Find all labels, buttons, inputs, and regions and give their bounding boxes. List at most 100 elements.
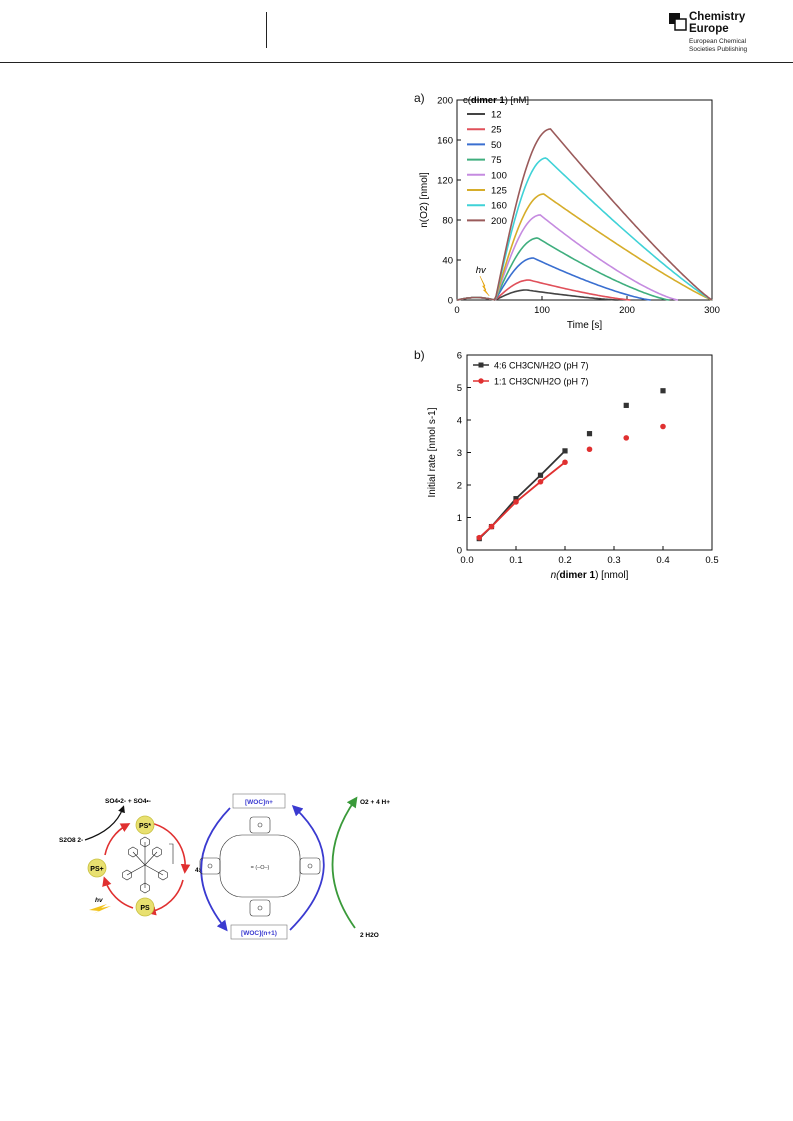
woc-bottom-label: [WOC](n+1) [241, 930, 277, 937]
lightning-icon [89, 904, 111, 914]
lightning-icon [479, 275, 490, 297]
data-point [562, 448, 568, 454]
bond [144, 851, 158, 866]
header-rule [0, 62, 793, 63]
ru-center [307, 863, 313, 869]
series-line [456, 214, 679, 301]
legend-title: c(dimer 1) [nM] [463, 95, 529, 106]
data-point [586, 446, 593, 453]
legend-entry: 4:6 CH3CN/H2O (pH 7) [494, 361, 589, 371]
ps-star-node-label: PS* [139, 823, 151, 830]
x-axis-label: n(dimer 1) [nmol] [551, 570, 629, 581]
logo-subtitle-line2: Societies Publishing [689, 46, 748, 53]
y-tick-label: 4 [457, 416, 462, 427]
ps-node [135, 897, 155, 917]
legend-entry: 50 [491, 140, 502, 151]
x-tick-label: 100 [534, 305, 550, 316]
y-tick-label: 6 [457, 351, 462, 362]
persulfate-arrow [84, 805, 125, 841]
red-arrow-bottom [102, 876, 134, 909]
y-tick-label: 40 [442, 256, 453, 267]
data-point [562, 459, 568, 466]
logo-line1: Chemistry [689, 11, 746, 23]
series-line [456, 237, 670, 301]
x-tick-label: 0.0 [460, 555, 473, 566]
logo-line2: Europe [689, 23, 729, 35]
data-point [513, 499, 519, 505]
woc-top-label: [WOC]n+ [245, 799, 273, 806]
data-point [537, 472, 544, 478]
y-tick-label: 2 [457, 481, 462, 492]
x-tick-label: 0.5 [705, 555, 718, 566]
data-point [623, 402, 629, 408]
blue-arrow-right [289, 805, 325, 931]
y-tick-label: 160 [437, 136, 453, 147]
y-axis-label: Initial rate [nmol s-1] [427, 407, 438, 497]
ru-unit [199, 857, 221, 875]
header-divider [266, 12, 267, 48]
legend-entry: 200 [491, 216, 507, 227]
y-tick-label: 120 [437, 176, 453, 187]
hv-annotation: hv [476, 265, 487, 276]
data-point [660, 388, 666, 394]
data-point [476, 534, 483, 541]
data-point [537, 478, 544, 485]
green-arrow [331, 796, 358, 929]
data-point [660, 423, 666, 430]
data-point [488, 523, 495, 530]
legend-entry: 100 [491, 170, 507, 181]
ru-center [257, 905, 263, 911]
legend-entry: 12 [491, 110, 502, 121]
legend-marker [478, 362, 484, 368]
ring [140, 882, 150, 894]
series-line [456, 193, 713, 301]
ps-star-node [135, 815, 155, 835]
woc-top-box [232, 793, 286, 809]
times-four-label: 4x [195, 867, 203, 874]
ring [152, 846, 162, 858]
bond [126, 864, 146, 876]
panel-label-a: a) [414, 91, 425, 105]
x-tick-label: 0.4 [656, 555, 669, 566]
water-label: 2 H2O [360, 932, 379, 939]
y-tick-label: 3 [457, 448, 462, 459]
catalytic-cycle-scheme: PS* PS+ PS SO4•2- + SO4•- S2O8 2- hv 4x [WOC]n+… [59, 793, 390, 940]
legend-entry: 1:1 CH3CN/H2O (pH 7) [494, 377, 589, 387]
persulfate-label: S2O8 2- [59, 837, 83, 844]
woc-bottom-box [230, 924, 288, 940]
ru-complex-icon [122, 836, 174, 894]
red-arrow-left [104, 823, 131, 856]
panel-label-b: b) [414, 348, 425, 362]
x-axis-label: Time [s] [567, 320, 602, 331]
logo-subtitle: European Chemical Societies Publishing [689, 38, 779, 54]
initial-rate-chart: b) 0.0 0.1 0.2 0.3 0.4 0.5 0 1 2 3 4 5 6 n(dimer 1) [n… [414, 348, 719, 581]
x-tick-label: 0.3 [607, 555, 620, 566]
legend-entry: 160 [491, 201, 507, 212]
series-line [456, 128, 713, 301]
linker-label: = (‒O‒) [251, 865, 270, 871]
bond [132, 851, 146, 866]
y-tick-label: 5 [457, 383, 462, 394]
ru-center [257, 822, 263, 828]
y-tick-label: 0 [448, 296, 453, 307]
ru-unit [249, 899, 271, 917]
plot-frame [456, 99, 713, 301]
x-tick-label: 0 [454, 305, 459, 316]
ring [128, 846, 138, 858]
sulfate-products: SO4•2- + SO4•- [105, 798, 151, 805]
bracket [169, 843, 174, 864]
ps-plus-node [87, 858, 107, 878]
ps-node-label: PS [140, 905, 150, 912]
legend-entry: 75 [491, 155, 502, 166]
y-axis-label: n(O2) [nmol] [419, 172, 430, 228]
ps-plus-node-label: PS+ [90, 866, 103, 873]
logo-subtitle-line1: European Chemical [689, 38, 747, 45]
red-arrow-right [146, 879, 184, 916]
bond [144, 864, 164, 876]
legend-marker [478, 378, 484, 384]
hv-label: hv [95, 897, 103, 904]
blue-arrow-left [200, 807, 231, 932]
macrocycle-structure-icon [199, 816, 321, 917]
data-point [586, 431, 593, 437]
legend-entry: 125 [491, 186, 507, 197]
